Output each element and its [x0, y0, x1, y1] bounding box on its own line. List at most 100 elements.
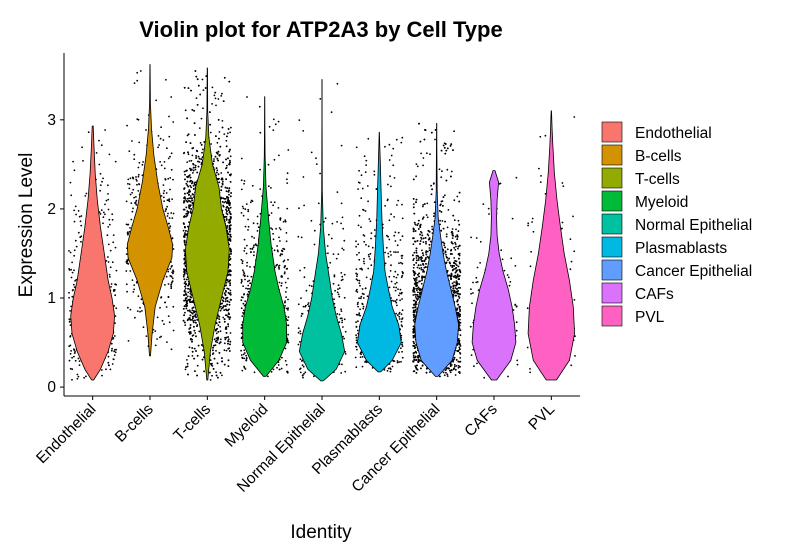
data-point: [70, 268, 72, 271]
data-point: [128, 187, 131, 190]
data-point: [245, 203, 248, 206]
data-point: [355, 146, 358, 149]
data-point: [171, 237, 174, 240]
data-point: [183, 294, 186, 297]
data-point: [183, 273, 186, 276]
data-point: [111, 261, 114, 264]
data-point: [287, 298, 289, 301]
data-point: [355, 325, 358, 328]
data-point: [107, 355, 110, 358]
data-point: [185, 283, 188, 285]
data-point: [299, 332, 302, 335]
data-point: [225, 336, 228, 339]
data-point: [401, 343, 403, 346]
data-point: [169, 155, 171, 158]
data-point: [186, 134, 189, 137]
data-point: [190, 319, 192, 321]
data-point: [223, 318, 226, 321]
data-point: [225, 208, 227, 211]
data-point: [183, 299, 186, 302]
data-point: [195, 316, 197, 319]
data-point: [186, 302, 189, 305]
data-point: [223, 133, 226, 136]
data-point: [355, 334, 357, 337]
data-point: [184, 297, 187, 300]
data-point: [162, 139, 165, 141]
data-point: [171, 198, 174, 201]
data-point: [69, 344, 72, 347]
data-point: [212, 368, 215, 370]
data-point: [194, 166, 197, 169]
data-point: [228, 204, 231, 207]
data-point: [228, 174, 231, 176]
data-point: [299, 341, 301, 343]
data-point: [307, 303, 309, 306]
data-point: [127, 182, 129, 185]
data-point: [281, 276, 284, 278]
data-point: [229, 274, 232, 277]
data-point: [189, 331, 192, 333]
data-point: [196, 354, 199, 357]
data-point: [222, 180, 224, 183]
data-point: [164, 178, 167, 181]
data-point: [297, 327, 300, 330]
data-point: [267, 163, 270, 166]
data-point: [229, 292, 232, 294]
data-point: [164, 301, 166, 304]
data-point: [270, 187, 272, 189]
chart-title: Violin plot for ATP2A3 by Cell Type: [139, 17, 502, 42]
data-point: [243, 272, 246, 275]
data-point: [228, 193, 230, 196]
data-point: [200, 158, 203, 161]
data-point: [183, 187, 186, 190]
data-point: [333, 274, 336, 277]
data-point: [185, 307, 188, 310]
data-point: [336, 221, 338, 223]
data-point: [101, 180, 103, 183]
data-point: [284, 265, 287, 267]
data-point: [145, 335, 148, 337]
data-point: [358, 182, 361, 184]
data-point: [188, 316, 191, 319]
data-point: [229, 155, 232, 158]
data-point: [184, 285, 187, 288]
data-point: [247, 210, 250, 213]
data-point: [227, 157, 229, 160]
data-point: [246, 265, 248, 267]
data-point: [190, 186, 193, 189]
data-point: [340, 202, 343, 205]
data-point: [278, 154, 280, 157]
data-point: [230, 252, 232, 255]
data-point: [104, 203, 106, 206]
data-point: [196, 364, 199, 367]
data-point: [270, 227, 272, 230]
data-point: [183, 278, 186, 281]
data-point: [281, 356, 283, 359]
data-point: [99, 213, 102, 215]
data-point: [71, 356, 73, 359]
data-point: [396, 244, 399, 247]
data-point: [68, 269, 71, 271]
data-point: [75, 278, 78, 281]
data-point: [221, 120, 224, 122]
data-point: [333, 275, 336, 278]
data-point: [216, 152, 219, 155]
data-point: [125, 223, 128, 226]
data-point: [367, 245, 370, 248]
data-point: [332, 282, 335, 285]
data-point: [285, 296, 287, 298]
data-point: [199, 93, 202, 96]
data-point: [215, 350, 217, 352]
data-point: [98, 163, 101, 166]
data-point: [203, 370, 206, 373]
data-point: [193, 329, 196, 332]
data-point: [245, 287, 247, 290]
data-point: [160, 296, 163, 298]
data-point: [360, 197, 363, 200]
data-point: [145, 129, 147, 131]
data-point: [215, 328, 217, 331]
data-point: [338, 321, 341, 324]
data-point: [218, 321, 221, 324]
data-point: [172, 269, 175, 272]
data-point: [226, 205, 229, 208]
